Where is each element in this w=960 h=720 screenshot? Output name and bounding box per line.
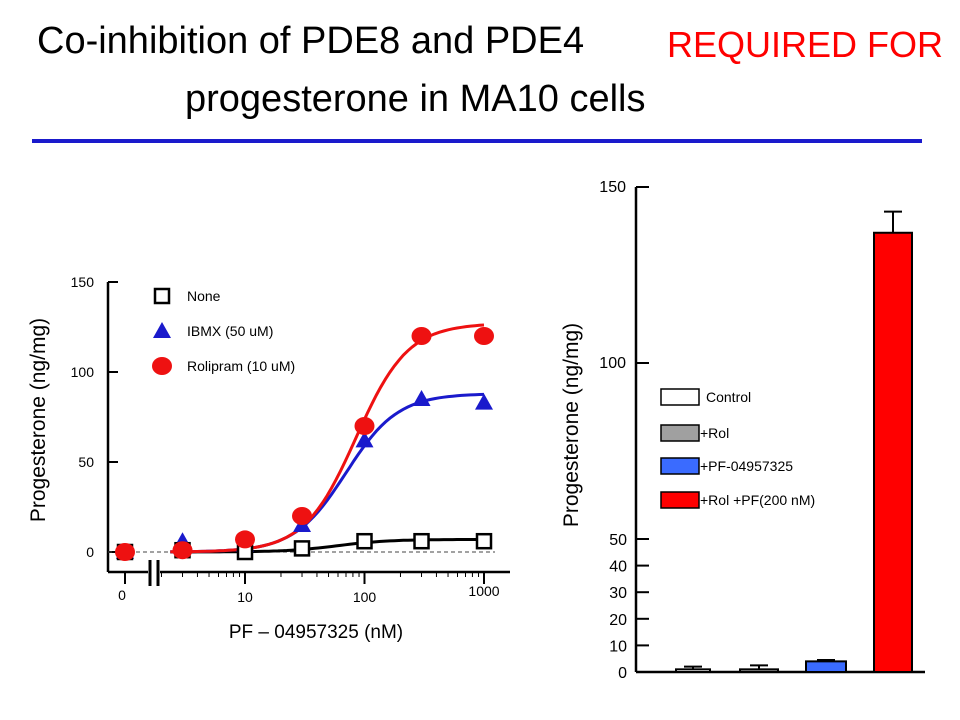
data-point [412,390,431,406]
title-line-2: progesterone in MA10 cells [185,78,646,120]
legend-marker [153,287,171,305]
data-point [413,532,430,550]
x-tick-label: 1000 [468,583,499,599]
data-point [355,431,374,448]
legend-label: Rolipram (10 uM) [187,358,295,374]
x-tick-label: 100 [353,589,377,605]
bar [739,668,779,674]
title-line-1: Co-inhibition of PDE8 and PDE4 [37,20,585,62]
y-tick-label: 100 [599,355,626,372]
data-point [356,532,373,550]
legend-marker [152,357,172,375]
y-tick-label: 40 [609,559,627,576]
y-axis-label: Progesterone (ng/mg) [560,323,583,527]
legend-label: None [187,288,221,304]
legend-label: +Rol +PF(200 nM) [700,492,815,508]
data-point [474,327,494,345]
y-tick-label: 20 [609,612,627,629]
y-tick-label: 150 [71,274,95,290]
data-point [354,417,375,435]
data-point [293,540,311,557]
y-tick-label: 10 [609,638,627,655]
y-tick-label: 30 [609,585,627,602]
legend-label: +Rol [700,425,729,441]
bar [873,231,913,673]
legend-swatch [660,457,700,475]
legend-swatch [660,424,700,442]
data-point [235,530,255,549]
bar [675,668,711,674]
x-tick-label: 10 [237,589,253,605]
title-highlight: REQUIRED FOR [667,24,944,65]
y-axis-label: Progesterone (ng/mg) [27,318,50,522]
data-point [475,532,493,550]
fit-curve [170,323,485,554]
bar [805,660,847,673]
data-point [115,543,135,561]
x-axis-label: PF – 04957325 (nM) [229,622,403,643]
y-tick-label: 50 [78,454,94,470]
legend-label: +PF-04957325 [700,458,793,474]
legend-label: Control [706,389,751,405]
data-point [475,393,493,410]
y-tick-label: 50 [609,532,627,549]
legend-swatch [660,491,700,509]
legend-label: IBMX (50 uM) [187,323,273,339]
y-tick-label: 100 [71,364,95,380]
legend-swatch [660,388,700,406]
y-tick-label: 150 [599,179,626,196]
legend-marker [153,322,171,338]
data-point [411,327,432,345]
title-rule [32,139,922,143]
data-point [172,541,193,560]
x-tick-label: 0 [118,587,126,603]
y-tick-label: 0 [618,665,627,682]
data-point [292,507,313,525]
y-tick-label: 0 [86,544,94,560]
